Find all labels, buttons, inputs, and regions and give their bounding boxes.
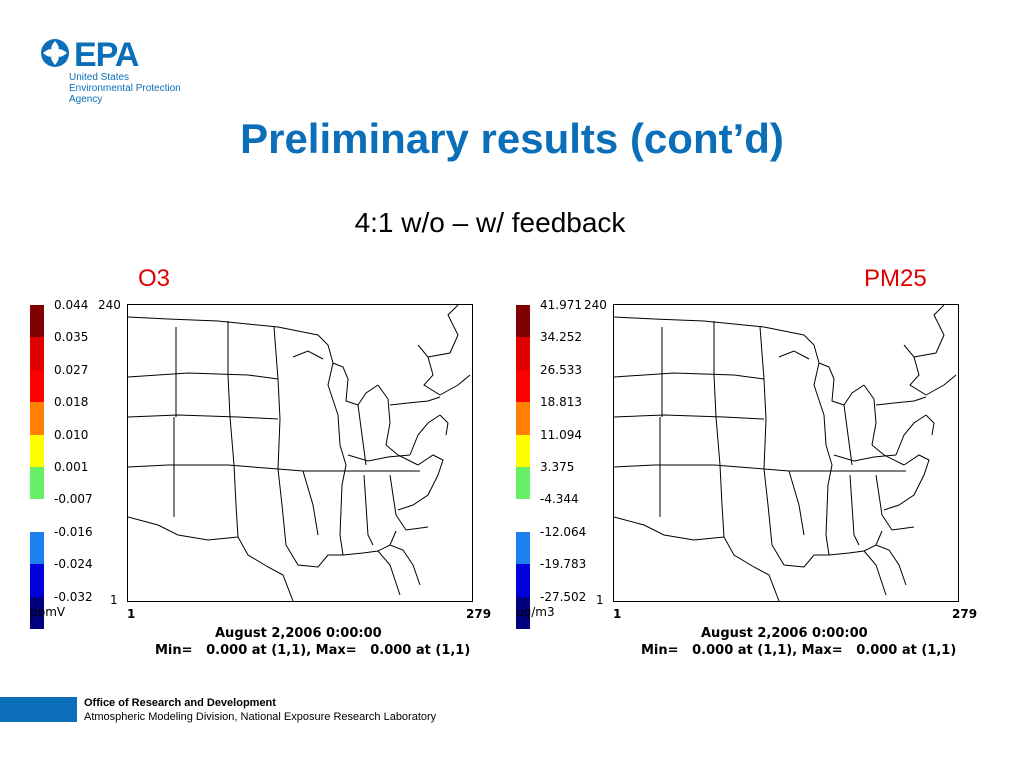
x-axis-right-label: 279 bbox=[952, 607, 978, 621]
colorbar-label: -0.024 bbox=[54, 557, 93, 572]
colorbar-unit: ppmV bbox=[30, 605, 66, 619]
colorbar-swatch bbox=[516, 499, 530, 532]
y-axis-bottom-label: 1 bbox=[110, 593, 118, 607]
colorbar-label: 0.027 bbox=[54, 362, 89, 377]
colorbar-swatch bbox=[30, 434, 44, 467]
logo-wordmark: EPA bbox=[74, 36, 139, 74]
slide-title: Preliminary results (cont’d) bbox=[240, 115, 784, 162]
colorbar-swatch bbox=[30, 337, 44, 370]
colorbar-label: 0.044 bbox=[54, 298, 89, 312]
colorbar-swatch bbox=[516, 337, 530, 370]
colorbar-label: -27.502 bbox=[540, 589, 587, 604]
colorbar-swatch bbox=[516, 305, 530, 338]
logo-line-3: Agency bbox=[69, 94, 103, 105]
colorbar-swatch bbox=[30, 305, 44, 338]
footer-org: Office of Research and Development bbox=[84, 697, 276, 709]
colorbar-label: 18.813 bbox=[540, 395, 582, 410]
x-axis-left-label: 1 bbox=[127, 607, 136, 621]
footer-bar bbox=[0, 697, 77, 722]
slide-subtitle: 4:1 w/o – w/ feedback bbox=[354, 207, 626, 238]
epa-flower-icon bbox=[41, 39, 69, 67]
colorbar-label: -4.344 bbox=[540, 492, 579, 507]
y-axis-top-label: 240 bbox=[98, 298, 121, 312]
colorbar-label: -0.016 bbox=[54, 524, 93, 539]
colorbar bbox=[516, 305, 530, 629]
colorbar-unit: ug/m3 bbox=[516, 605, 555, 619]
logo-line-1: United States bbox=[69, 72, 130, 83]
colorbar-swatch bbox=[30, 402, 44, 435]
colorbar-label: 41.971 bbox=[540, 298, 582, 312]
timestamp-label: August 2,2006 0:00:00 bbox=[215, 626, 382, 641]
colorbar-label: 34.252 bbox=[540, 330, 582, 345]
colorbar-label: 0.010 bbox=[54, 427, 89, 442]
min-max-label: Min= 0.000 at (1,1), Max= 0.000 at (1,1) bbox=[641, 643, 957, 658]
colorbar-label: -12.064 bbox=[540, 524, 587, 539]
colorbar-swatch bbox=[30, 369, 44, 403]
colorbar-label: 3.375 bbox=[540, 460, 575, 474]
panel-label-pm25: PM25 bbox=[864, 265, 927, 292]
map-panel-o3: 0.044 0.035 0.027 0.018 0.010 0.001 -0.007 -0.0… bbox=[30, 298, 500, 663]
colorbar-swatch bbox=[30, 466, 44, 500]
colorbar-swatch bbox=[516, 369, 530, 403]
min-max-label: Min= 0.000 at (1,1), Max= 0.000 at (1,1) bbox=[155, 643, 471, 658]
colorbar-swatch bbox=[516, 466, 530, 500]
colorbar-label: 0.001 bbox=[54, 460, 89, 474]
colorbar-swatch bbox=[30, 531, 44, 565]
colorbar-swatch bbox=[30, 564, 44, 597]
map-panel-pm25: 41.971 34.252 26.533 18.813 11.094 3.375 -4.34… bbox=[516, 298, 986, 663]
epa-logo: EPA United States Environmental Protecti… bbox=[40, 36, 210, 108]
colorbar-label: 26.533 bbox=[540, 362, 582, 377]
colorbar-label: -0.007 bbox=[54, 492, 93, 507]
colorbar-label: -0.032 bbox=[54, 589, 93, 604]
x-axis-left-label: 1 bbox=[613, 607, 622, 621]
colorbar bbox=[30, 305, 44, 629]
colorbar-label: 0.018 bbox=[54, 395, 89, 410]
colorbar-swatch bbox=[30, 596, 44, 629]
map-plot-area bbox=[127, 304, 473, 602]
footer-division: Atmospheric Modeling Division, National … bbox=[84, 711, 437, 723]
logo-line-2: Environmental Protection bbox=[69, 83, 181, 94]
colorbar-label: 11.094 bbox=[540, 427, 582, 442]
x-axis-right-label: 279 bbox=[466, 607, 492, 621]
colorbar-swatch bbox=[516, 564, 530, 597]
panel-label-o3: O3 bbox=[138, 265, 171, 292]
colorbar-label: 0.035 bbox=[54, 330, 89, 345]
colorbar-swatch bbox=[516, 434, 530, 467]
colorbar-swatch bbox=[516, 531, 530, 565]
colorbar-swatch bbox=[516, 596, 530, 629]
y-axis-bottom-label: 1 bbox=[596, 593, 604, 607]
colorbar-swatch bbox=[30, 499, 44, 532]
us-state-outline-map bbox=[614, 305, 957, 601]
timestamp-label: August 2,2006 0:00:00 bbox=[701, 626, 868, 641]
colorbar-swatch bbox=[516, 402, 530, 435]
y-axis-top-label: 240 bbox=[584, 298, 607, 312]
colorbar-label: -19.783 bbox=[540, 557, 587, 572]
us-state-outline-map bbox=[128, 305, 471, 601]
map-plot-area bbox=[613, 304, 959, 602]
